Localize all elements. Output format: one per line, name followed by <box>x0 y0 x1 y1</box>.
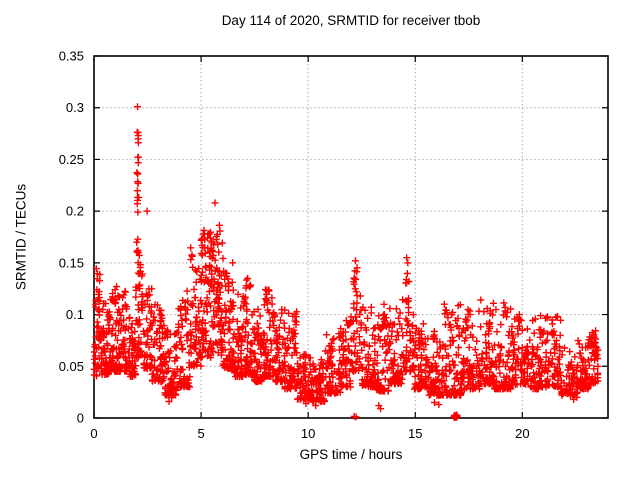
x-tick-label: 0 <box>90 426 97 441</box>
y-tick-label: 0.1 <box>66 307 84 322</box>
x-tick-label: 15 <box>408 426 422 441</box>
y-tick-label: 0.3 <box>66 100 84 115</box>
y-tick-label: 0 <box>77 411 84 426</box>
x-axis-label: GPS time / hours <box>299 447 403 462</box>
scatter-points <box>90 103 602 421</box>
y-tick-label: 0.25 <box>59 152 84 167</box>
y-tick-label: 0.05 <box>59 359 84 374</box>
y-tick-label: 0.2 <box>66 204 84 219</box>
plot-border <box>93 55 609 419</box>
y-tick-label: 0.15 <box>59 255 84 270</box>
chart-title: Day 114 of 2020, SRMTID for receiver tbo… <box>221 13 481 28</box>
y-tick-label: 0.35 <box>59 49 84 64</box>
x-tick-label: 20 <box>515 426 529 441</box>
x-tick-label: 5 <box>197 426 204 441</box>
x-tick-label: 10 <box>301 426 315 441</box>
